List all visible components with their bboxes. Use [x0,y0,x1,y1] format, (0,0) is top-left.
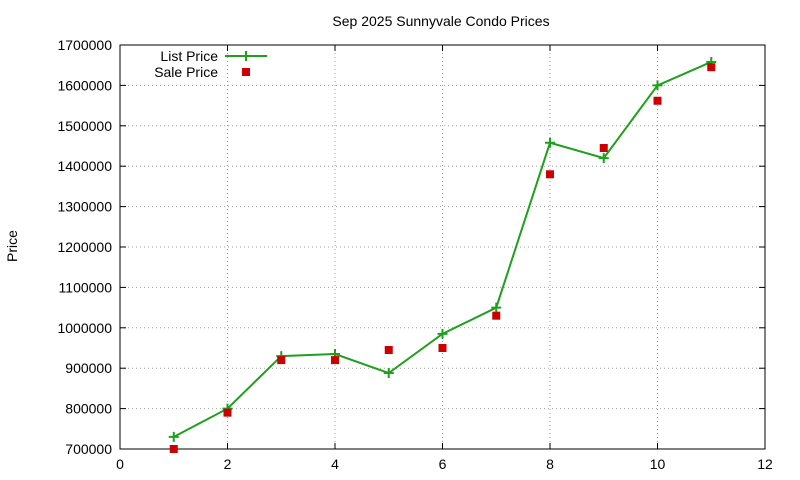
legend-label: List Price [160,48,218,64]
x-tick-label: 6 [439,456,447,472]
y-tick-label: 1300000 [57,199,112,215]
axis-layer: 700000 800000 900000 1000000 1100000 1200000 1… [57,37,773,472]
series-list-price [168,56,717,442]
y-tick-label: 1500000 [57,118,112,134]
y-tick-label: 1100000 [59,279,113,295]
legend-label: Sale Price [154,64,218,80]
sale-price-point [707,63,716,72]
y-tick-label: 900000 [65,360,112,376]
chart-title: Sep 2025 Sunnyvale Condo Prices [332,13,549,29]
sale-price-point [653,96,662,105]
list-price-point [491,302,502,313]
x-tick-label: 4 [331,456,339,472]
sale-price-point [331,356,339,365]
list-price-point [383,368,394,379]
x-tick-label: 12 [757,456,773,472]
x-tick-label: 2 [224,456,232,472]
sale-price-point [169,445,178,453]
sale-price-point [599,144,608,153]
sale-price-point [546,170,554,179]
x-tick-label: 0 [116,456,124,472]
sale-price-point [438,344,447,352]
y-tick-label: 1000000 [57,320,112,336]
grid-layer [120,45,765,449]
sale-price-point [223,408,232,417]
series-layer [168,56,717,453]
y-axis-label: Price [4,230,20,262]
sale-price-point [492,311,501,320]
sale-price-point [277,356,286,365]
series-sale-price [169,63,716,453]
y-tick-label: 1700000 [57,37,112,53]
y-tick-label: 800000 [65,401,112,417]
list-price-point [598,153,609,164]
y-tick-label: 700000 [65,441,112,457]
legend-plus-marker [241,51,251,61]
x-tick-label: 8 [546,456,554,472]
y-tick-label: 1200000 [57,239,112,255]
list-price-point [168,431,179,442]
legend-square-marker [242,68,250,76]
y-tick-label: 1600000 [57,77,112,93]
list-price-point [545,137,555,148]
sale-price-point [384,346,393,355]
list-price-point [652,80,663,91]
list-price-point [437,328,448,339]
x-tick-label: 10 [650,456,666,472]
y-tick-label: 1400000 [57,158,112,174]
